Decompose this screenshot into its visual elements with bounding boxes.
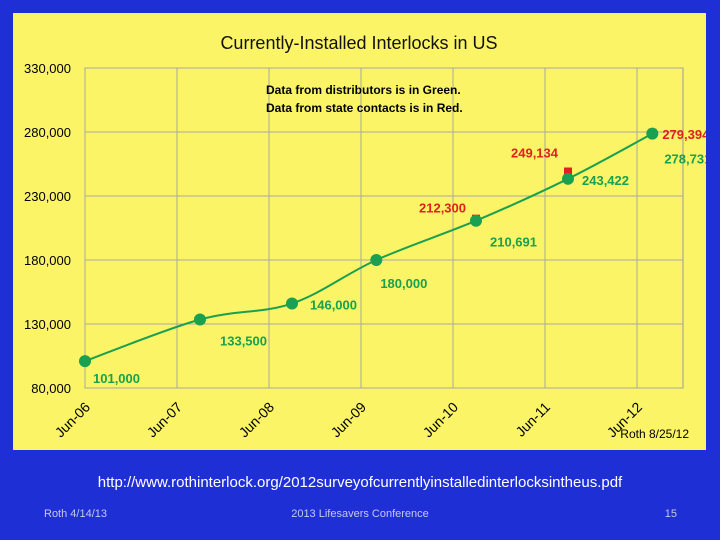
x-axis-ticks: Jun-06 Jun-07 Jun-08 Jun-09 Jun-10 Jun-11 Jun-… — [52, 399, 646, 441]
note-green-source: Data from distributors is in Green. — [266, 83, 461, 97]
green-data-label: 101,000 — [93, 371, 140, 386]
x-tick-label: Jun-07 — [144, 399, 186, 441]
red-data-label: 279,394 — [662, 127, 706, 142]
gridlines — [84, 67, 683, 389]
plot-area — [84, 67, 684, 389]
y-tick-label: 280,000 — [24, 125, 71, 140]
note-red-source: Data from state contacts is in Red. — [266, 101, 463, 115]
interlocks-chart: Currently-Installed Interlocks in US 330… — [24, 33, 706, 441]
green-data-label: 133,500 — [220, 334, 267, 349]
y-tick-label: 180,000 — [24, 253, 71, 268]
green-data-point — [194, 313, 206, 326]
y-axis-ticks: 330,000 280,000 230,000 180,000 130,000 80,00… — [24, 61, 71, 396]
green-data-point — [470, 214, 482, 227]
y-tick-label: 230,000 — [24, 189, 71, 204]
red-data-label: 249,134 — [511, 146, 559, 161]
footer-page-number: 15 — [664, 508, 677, 520]
y-tick-label: 330,000 — [24, 61, 71, 76]
green-data-label: 180,000 — [380, 276, 427, 291]
chart-title: Currently-Installed Interlocks in US — [220, 33, 497, 53]
data-labels: 101,000 133,500 146,000 180,000 210,691 243,4… — [93, 127, 706, 386]
chart-credit: Roth 8/25/12 — [620, 427, 689, 441]
x-tick-label: Jun-08 — [236, 399, 278, 441]
footer-author-date: Roth 4/14/13 — [44, 508, 107, 520]
y-tick-label: 130,000 — [24, 317, 71, 332]
green-data-point — [370, 254, 383, 266]
green-data-label: 243,422 — [582, 173, 629, 188]
x-tick-label: Jun-06 — [52, 399, 94, 441]
x-tick-label: Jun-09 — [328, 399, 370, 441]
red-data-label: 212,300 — [419, 201, 466, 216]
source-url: http://www.rothinterlock.org/2012surveyo… — [97, 474, 623, 491]
y-tick-label: 80,000 — [31, 381, 71, 396]
green-data-label: 146,000 — [310, 298, 357, 313]
red-data-point — [564, 167, 572, 176]
green-data-point — [79, 355, 91, 368]
green-data-point — [286, 297, 298, 310]
chart-panel: Currently-Installed Interlocks in US 330… — [13, 13, 706, 450]
green-data-label: 210,691 — [490, 235, 537, 250]
green-data-point — [646, 127, 659, 140]
green-data-point — [562, 172, 574, 185]
x-tick-label: Jun-10 — [420, 399, 462, 441]
x-tick-label: Jun-11 — [512, 399, 553, 440]
footer-conference: 2013 Lifesavers Conference — [291, 508, 429, 520]
green-data-label: 278,731 — [664, 152, 706, 167]
data-marks — [79, 127, 659, 368]
